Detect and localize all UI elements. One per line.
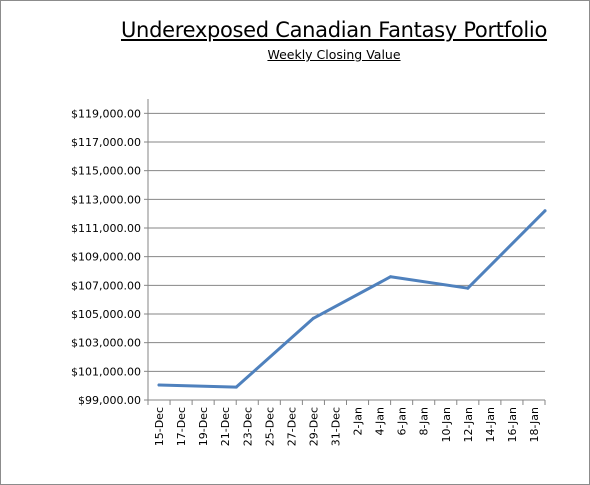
x-tick-label: 6-Jan [396, 407, 409, 436]
y-tick-label: $107,000.00 [71, 279, 141, 292]
x-tick-label: 10-Jan [440, 407, 453, 443]
grid-lines [144, 112, 545, 401]
data-point [234, 385, 238, 389]
y-tick-label: $113,000.00 [71, 193, 141, 206]
series-line [157, 209, 547, 389]
y-tick-label: $119,000.00 [71, 107, 141, 120]
x-tick-label: 29-Dec [307, 407, 320, 446]
x-tick-label: 17-Dec [175, 407, 188, 446]
data-point [389, 275, 393, 279]
x-tick-label: 18-Jan [528, 407, 541, 443]
x-tick-label: 14-Jan [484, 407, 497, 443]
x-tick-label: 4-Jan [374, 407, 387, 436]
data-point [311, 316, 315, 320]
x-tick-label: 23-Dec [241, 407, 254, 446]
y-tick-label: $99,000.00 [78, 394, 141, 407]
x-tick-label: 25-Dec [263, 407, 276, 446]
data-point [466, 286, 470, 290]
series-layer [157, 209, 547, 389]
x-tick-label: 31-Dec [329, 407, 342, 446]
x-axis-ticks: 15-Dec 17-Dec 19-Dec 21-Dec 23-Dec 25-Dec 27-D… [147, 400, 546, 446]
y-tick-label: $103,000.00 [71, 337, 141, 350]
axes [147, 99, 545, 401]
y-tick-label: $109,000.00 [71, 251, 141, 264]
y-tick-label: $115,000.00 [71, 165, 141, 178]
chart-subtitle: Weekly Closing Value [267, 47, 401, 62]
data-point [543, 209, 547, 213]
y-tick-label: $117,000.00 [71, 136, 141, 149]
x-tick-label: 27-Dec [285, 407, 298, 446]
x-tick-label: 15-Dec [153, 407, 166, 446]
x-tick-label: 19-Dec [197, 407, 210, 446]
y-axis-ticks: $99,000.00 $101,000.00 $103,000.00 $105,000… [71, 107, 141, 407]
y-tick-label: $101,000.00 [71, 365, 141, 378]
y-tick-label: $105,000.00 [71, 308, 141, 321]
x-tick-label: 21-Dec [219, 407, 232, 446]
data-point [157, 383, 161, 387]
x-tick-label: 2-Jan [352, 407, 365, 436]
x-tick-label: 12-Jan [462, 407, 475, 443]
x-tick-label: 16-Jan [506, 407, 519, 443]
y-tick-label: $111,000.00 [71, 222, 141, 235]
chart-title: Underexposed Canadian Fantasy Portfolio [120, 18, 548, 42]
x-tick-label: 8-Jan [418, 407, 431, 436]
